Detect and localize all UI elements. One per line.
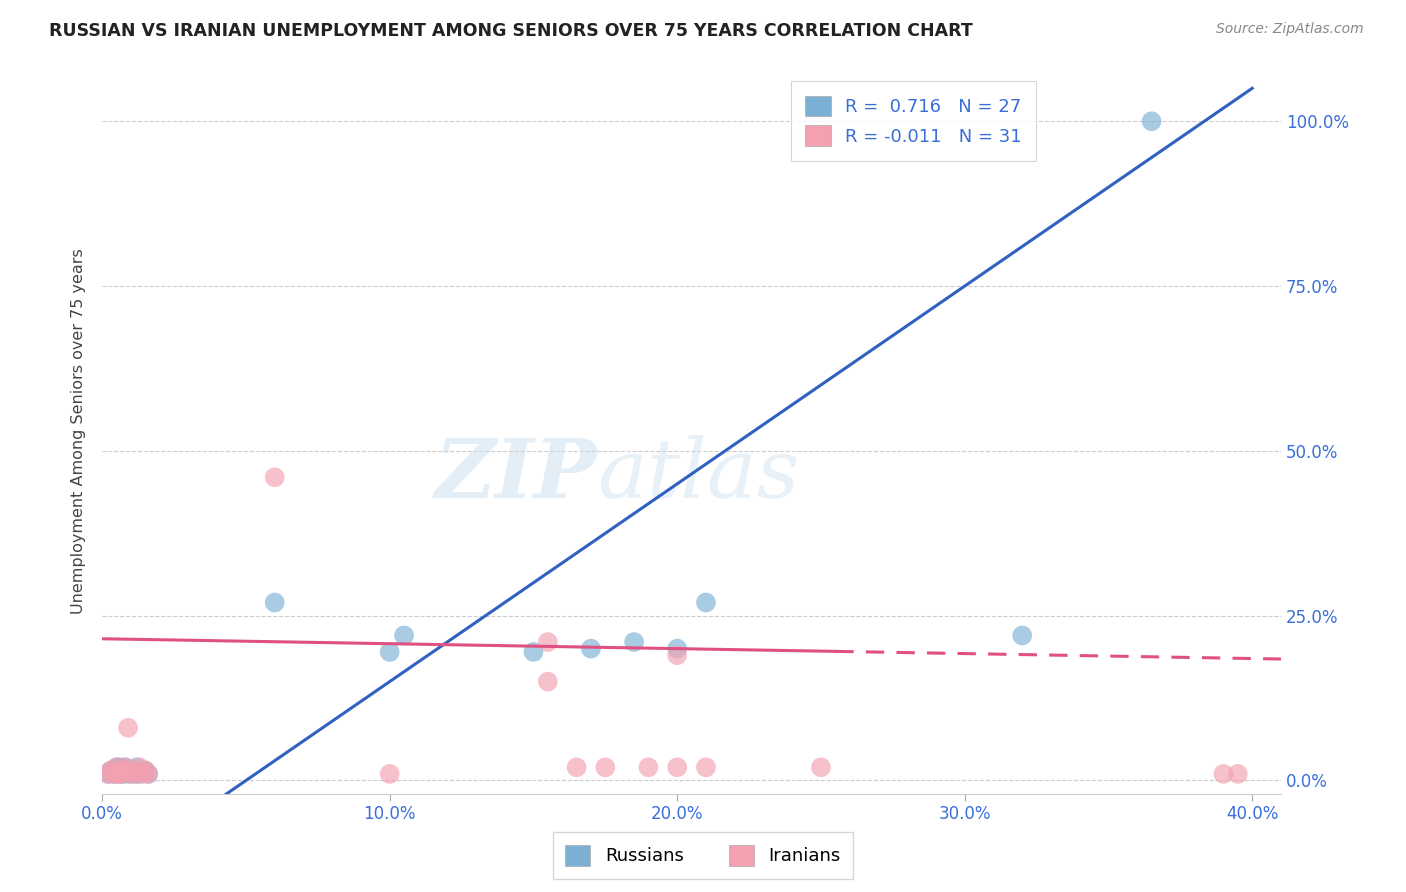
Point	[695, 595, 717, 609]
Point	[666, 641, 689, 656]
Text: ZIP: ZIP	[434, 434, 598, 515]
Legend: R =  0.716   N = 27, R = -0.011   N = 31: R = 0.716 N = 27, R = -0.011 N = 31	[792, 81, 1036, 161]
Point	[1226, 767, 1249, 781]
Point	[522, 645, 544, 659]
Y-axis label: Unemployment Among Seniors over 75 years: Unemployment Among Seniors over 75 years	[72, 248, 86, 614]
Point	[108, 760, 131, 774]
Point	[537, 674, 560, 689]
Point	[1212, 767, 1234, 781]
Legend: Russians, Iranians: Russians, Iranians	[553, 832, 853, 879]
Point	[122, 764, 145, 778]
Point	[105, 760, 128, 774]
Point	[1011, 628, 1033, 642]
Point	[111, 767, 134, 781]
Point	[100, 764, 122, 778]
Point	[378, 767, 401, 781]
Point	[128, 767, 150, 781]
Point	[111, 767, 134, 781]
Point	[134, 764, 156, 778]
Text: Source: ZipAtlas.com: Source: ZipAtlas.com	[1216, 22, 1364, 37]
Point	[1140, 114, 1163, 128]
Point	[111, 764, 134, 778]
Text: atlas: atlas	[598, 434, 800, 515]
Point	[136, 767, 159, 781]
Point	[392, 628, 415, 642]
Point	[120, 764, 142, 778]
Point	[810, 760, 832, 774]
Point	[134, 764, 156, 778]
Point	[111, 764, 134, 778]
Point	[114, 760, 136, 774]
Point	[108, 767, 131, 781]
Point	[122, 767, 145, 781]
Point	[105, 764, 128, 778]
Point	[565, 760, 588, 774]
Point	[105, 767, 128, 781]
Point	[125, 760, 148, 774]
Point	[97, 767, 120, 781]
Point	[114, 764, 136, 778]
Point	[637, 760, 659, 774]
Point	[136, 767, 159, 781]
Point	[131, 767, 153, 781]
Point	[378, 645, 401, 659]
Point	[695, 760, 717, 774]
Point	[114, 760, 136, 774]
Point	[666, 648, 689, 663]
Point	[103, 767, 125, 781]
Point	[263, 470, 285, 484]
Point	[120, 767, 142, 781]
Point	[117, 721, 139, 735]
Point	[117, 767, 139, 781]
Point	[579, 641, 602, 656]
Point	[125, 767, 148, 781]
Point	[108, 767, 131, 781]
Point	[263, 595, 285, 609]
Point	[537, 635, 560, 649]
Point	[666, 760, 689, 774]
Point	[595, 760, 617, 774]
Point	[100, 764, 122, 778]
Point	[103, 767, 125, 781]
Point	[128, 760, 150, 774]
Point	[105, 760, 128, 774]
Point	[623, 635, 645, 649]
Point	[97, 767, 120, 781]
Text: RUSSIAN VS IRANIAN UNEMPLOYMENT AMONG SENIORS OVER 75 YEARS CORRELATION CHART: RUSSIAN VS IRANIAN UNEMPLOYMENT AMONG SE…	[49, 22, 973, 40]
